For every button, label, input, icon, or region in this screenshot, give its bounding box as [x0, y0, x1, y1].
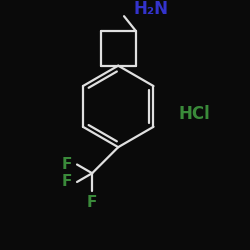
- Text: H₂N: H₂N: [134, 0, 169, 18]
- Text: F: F: [87, 194, 97, 210]
- Text: F: F: [62, 174, 72, 190]
- Text: F: F: [62, 157, 72, 172]
- Text: HCl: HCl: [178, 105, 210, 123]
